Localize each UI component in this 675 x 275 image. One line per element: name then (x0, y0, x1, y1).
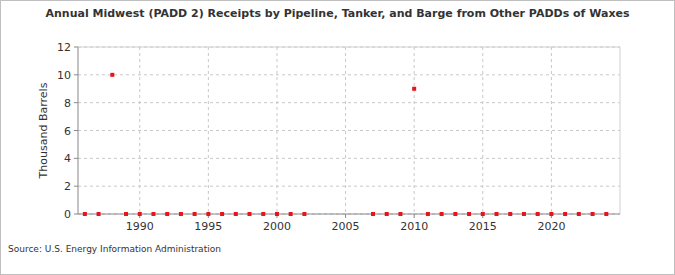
tick-label: 1990 (126, 220, 154, 233)
tick (74, 130, 78, 131)
tick-label: 2 (64, 180, 71, 193)
point (398, 212, 402, 216)
point (467, 212, 471, 216)
point (248, 212, 252, 216)
point (234, 212, 238, 216)
grid-line (414, 47, 415, 214)
tick-label: 2020 (537, 220, 565, 233)
point (508, 212, 512, 216)
tick (345, 214, 346, 218)
tick-label: 8 (64, 97, 71, 110)
point (110, 73, 114, 77)
grid-line (78, 130, 620, 131)
grid-line (78, 158, 620, 159)
point (536, 212, 540, 216)
point (453, 212, 457, 216)
point (577, 212, 581, 216)
tick (414, 214, 415, 218)
y-axis-label: Thousand Barrels (37, 82, 50, 179)
tick-label: 10 (57, 69, 71, 82)
tick (74, 102, 78, 103)
title: Annual Midwest (PADD 2) Receipts by Pipe… (46, 7, 630, 20)
grid-line (345, 47, 346, 214)
tick-label: 2010 (400, 220, 428, 233)
point (165, 212, 169, 216)
point (591, 212, 595, 216)
source: Source: U.S. Energy Information Administ… (8, 244, 221, 254)
point (275, 212, 279, 216)
point (179, 212, 183, 216)
tick-label: 4 (64, 152, 71, 165)
grid-line (208, 47, 209, 214)
tick (74, 214, 78, 215)
tick-label: 12 (57, 41, 71, 54)
tick-label: 2005 (332, 220, 360, 233)
y-axis (78, 47, 79, 214)
point (97, 212, 101, 216)
point (261, 212, 265, 216)
tick (74, 74, 78, 75)
point (371, 212, 375, 216)
tick-label: 6 (64, 125, 71, 138)
point (522, 212, 526, 216)
point (151, 212, 155, 216)
grid-line (78, 102, 620, 103)
grid-line (78, 186, 620, 187)
grid-line (78, 47, 620, 48)
tick-label: 1995 (194, 220, 222, 233)
tick-label: 2015 (469, 220, 497, 233)
grid-line (551, 47, 552, 214)
tick-label: 0 (64, 208, 71, 221)
point (124, 212, 128, 216)
grid-line (139, 47, 140, 214)
point (481, 212, 485, 216)
points (83, 73, 608, 216)
point (193, 212, 197, 216)
tick (74, 47, 78, 48)
point (138, 212, 142, 216)
point (495, 212, 499, 216)
frame (78, 47, 620, 48)
grid-line (78, 74, 620, 75)
point (563, 212, 567, 216)
point (385, 212, 389, 216)
point (604, 212, 608, 216)
grid-line (276, 47, 277, 214)
chart: Annual Midwest (PADD 2) Receipts by Pipe… (0, 0, 675, 275)
point (412, 87, 416, 91)
point (426, 212, 430, 216)
grid-line (482, 47, 483, 214)
point (289, 212, 293, 216)
point (440, 212, 444, 216)
point (83, 212, 87, 216)
background (1, 1, 675, 275)
point (220, 212, 224, 216)
point (206, 212, 210, 216)
point (549, 212, 553, 216)
point (302, 212, 306, 216)
tick (74, 158, 78, 159)
tick (74, 186, 78, 187)
frame (620, 47, 621, 214)
tick-label: 2000 (263, 220, 291, 233)
